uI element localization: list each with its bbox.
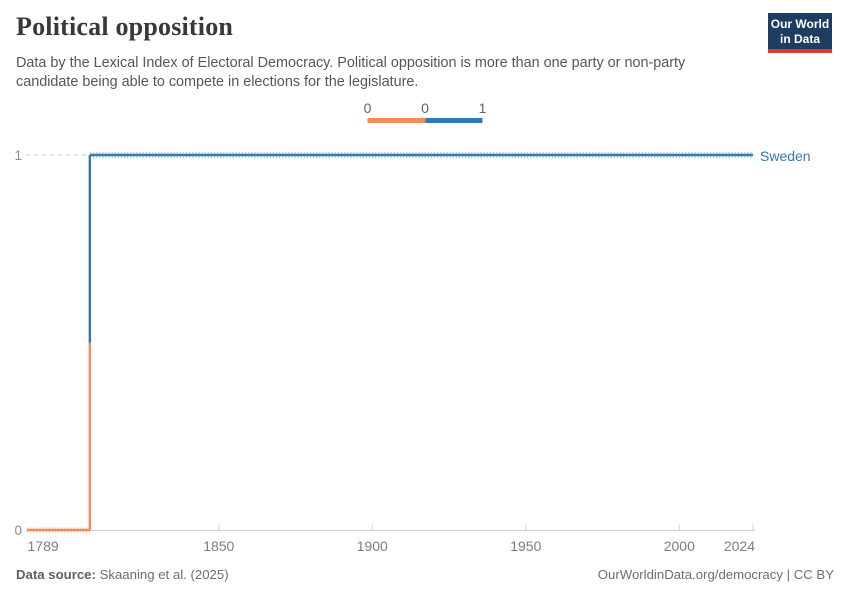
- attribution-link[interactable]: OurWorldinData.org/democracy | CC BY: [597, 567, 834, 582]
- x-axis-tick-label: 1950: [510, 538, 542, 554]
- data-source: Data source: Skaaning et al. (2025): [16, 567, 229, 582]
- y-axis-tick-label-0: 0: [14, 523, 22, 538]
- legend-edge-label-0: 0: [363, 100, 372, 116]
- y-axis-tick-label-1: 1: [14, 148, 22, 163]
- legend-edge-label-2: 1: [478, 100, 487, 116]
- x-axis-tick-label: 2024: [723, 538, 755, 554]
- data-source-value: Skaaning et al. (2025): [99, 567, 229, 582]
- x-axis-tick-label: 1900: [356, 538, 388, 554]
- x-axis-tick-label: 1850: [203, 538, 235, 554]
- x-axis-tick-label: 2000: [663, 538, 695, 554]
- owid-logo-line1: Our World: [770, 17, 830, 31]
- legend-bar-value-1[interactable]: [425, 118, 483, 123]
- owid-logo-line2: in Data: [779, 31, 820, 46]
- legend-bars: [367, 118, 483, 123]
- legend-edge-label-1: 0: [421, 100, 429, 116]
- entity-label[interactable]: Sweden: [760, 148, 811, 164]
- chart-subtitle: Data by the Lexical Index of Electoral D…: [16, 55, 686, 90]
- data-source-label: Data source:: [16, 567, 96, 582]
- owid-logo[interactable]: Our World in Data: [768, 13, 832, 53]
- value-legend: 0 0 1: [364, 100, 486, 123]
- chart-title: Political opposition: [16, 12, 234, 41]
- legend-bar-value-0[interactable]: [367, 118, 425, 123]
- x-axis-tick-label: 1789: [27, 538, 59, 554]
- footer: Data source: Skaaning et al. (2025) OurW…: [16, 567, 834, 582]
